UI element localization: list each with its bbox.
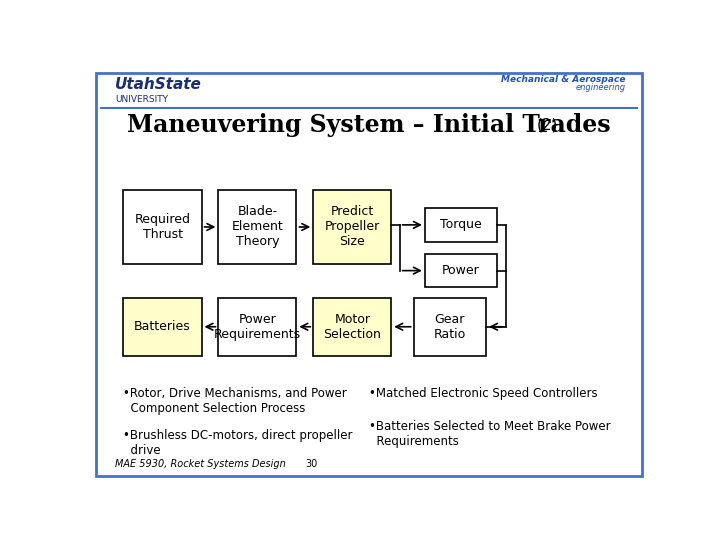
Text: Predict
Propeller
Size: Predict Propeller Size: [325, 205, 380, 248]
Text: Blade-
Element
Theory: Blade- Element Theory: [232, 205, 283, 248]
Text: Motor
Selection: Motor Selection: [323, 313, 381, 341]
Text: Mechanical & Aerospace: Mechanical & Aerospace: [501, 75, 626, 84]
Text: Torque: Torque: [440, 218, 482, 231]
Text: •Rotor, Drive Mechanisms, and Power
  Component Selection Process: •Rotor, Drive Mechanisms, and Power Comp…: [124, 387, 347, 415]
FancyBboxPatch shape: [218, 190, 297, 265]
FancyBboxPatch shape: [413, 298, 486, 356]
Text: Batteries: Batteries: [134, 320, 191, 333]
Text: MAE 5930, Rocket Systems Design: MAE 5930, Rocket Systems Design: [115, 459, 286, 469]
Text: •Brushless DC-motors, direct propeller
  drive: •Brushless DC-motors, direct propeller d…: [124, 429, 353, 457]
Text: Required
Thrust: Required Thrust: [135, 213, 191, 241]
FancyBboxPatch shape: [425, 254, 498, 287]
FancyBboxPatch shape: [313, 190, 392, 265]
Text: engineering: engineering: [575, 83, 626, 92]
Text: UNIVERSITY: UNIVERSITY: [115, 95, 168, 104]
Text: Maneuvering System – Initial Trades: Maneuvering System – Initial Trades: [127, 113, 611, 137]
FancyBboxPatch shape: [313, 298, 392, 356]
FancyBboxPatch shape: [124, 298, 202, 356]
Text: •Matched Electronic Speed Controllers: •Matched Electronic Speed Controllers: [369, 387, 598, 400]
FancyBboxPatch shape: [124, 190, 202, 265]
Text: 30: 30: [305, 459, 317, 469]
Text: •Batteries Selected to Meet Brake Power
  Requirements: •Batteries Selected to Meet Brake Power …: [369, 420, 611, 448]
FancyBboxPatch shape: [425, 208, 498, 241]
Text: Gear
Ratio: Gear Ratio: [433, 313, 466, 341]
Text: (2): (2): [536, 117, 558, 132]
Text: Power: Power: [442, 264, 480, 277]
Text: UtahState: UtahState: [115, 77, 202, 92]
Text: Power
Requirements: Power Requirements: [214, 313, 301, 341]
FancyBboxPatch shape: [218, 298, 297, 356]
